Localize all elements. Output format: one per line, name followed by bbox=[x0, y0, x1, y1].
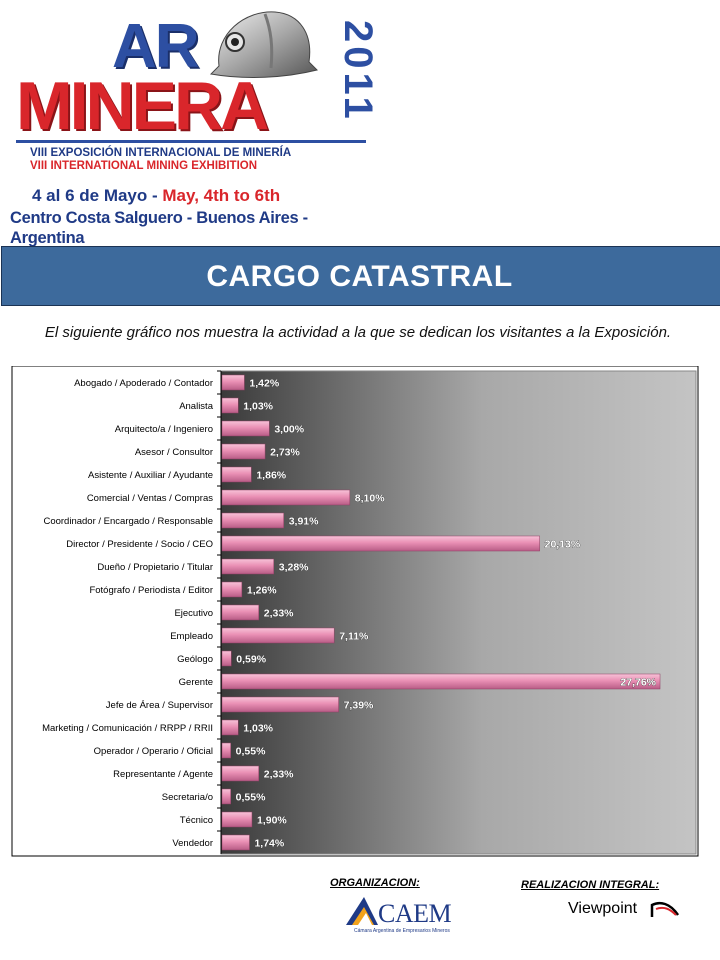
miner-helmet-icon bbox=[209, 11, 318, 78]
bar bbox=[221, 397, 239, 414]
category-label: Jefe de Área / Supervisor bbox=[106, 700, 213, 711]
viewpoint-logo: Viewpoint bbox=[568, 899, 688, 921]
realizacion-label: REALIZACION INTEGRAL: bbox=[521, 879, 660, 891]
value-label: 1,74% bbox=[254, 838, 284, 850]
viewpoint-swoosh-icon bbox=[650, 901, 680, 917]
category-label: Gerente bbox=[179, 677, 213, 688]
caem-name: CAEM bbox=[378, 899, 452, 928]
logo-year-text: 2011 bbox=[336, 20, 380, 123]
bar bbox=[221, 420, 270, 437]
logo-minera-text: MINERA bbox=[16, 68, 269, 144]
bar-chart: Abogado / Apoderado / Contador 1,42% Anali… bbox=[11, 366, 699, 857]
plot-area bbox=[220, 370, 697, 855]
intro-text: El siguiente gráfico nos muestra la acti… bbox=[44, 324, 672, 341]
bar bbox=[221, 489, 351, 506]
bar bbox=[221, 604, 260, 621]
value-label: 3,91% bbox=[289, 516, 319, 528]
category-label: Abogado / Apoderado / Contador bbox=[74, 378, 213, 389]
bar bbox=[221, 719, 239, 736]
logo-dates: 4 al 6 de Mayo - May, 4th to 6th bbox=[32, 186, 280, 206]
value-label: 2,73% bbox=[270, 447, 300, 459]
category-label: Arquitecto/a / Ingeniero bbox=[115, 424, 213, 435]
logo-divider bbox=[16, 140, 366, 143]
value-label: 27,76% bbox=[620, 677, 656, 689]
category-label: Ejecutivo bbox=[174, 608, 213, 619]
bar bbox=[221, 834, 250, 851]
bar bbox=[221, 512, 284, 529]
value-label: 1,26% bbox=[247, 585, 277, 597]
caem-logo: CAEM Cámara Argentina de Empresarios Min… bbox=[340, 893, 470, 941]
bar bbox=[221, 535, 540, 552]
value-label: 1,03% bbox=[243, 723, 273, 735]
category-label: Director / Presidente / Socio / CEO bbox=[66, 539, 213, 550]
category-label: Operador / Operario / Oficial bbox=[94, 746, 213, 757]
caem-subtitle: Cámara Argentina de Empresarios Mineros bbox=[354, 928, 450, 934]
value-label: 8,10% bbox=[355, 493, 385, 505]
bar bbox=[221, 558, 275, 575]
category-label: Vendedor bbox=[172, 838, 213, 849]
category-label: Asistente / Auxiliar / Ayudante bbox=[88, 470, 213, 481]
bar bbox=[221, 374, 245, 391]
title-banner bbox=[1, 246, 720, 306]
bar bbox=[221, 443, 266, 460]
value-label: 0,59% bbox=[236, 654, 266, 666]
value-label: 0,55% bbox=[236, 746, 266, 758]
viewpoint-name: Viewpoint bbox=[568, 900, 638, 917]
logo-ar-text: AR bbox=[112, 12, 200, 81]
category-label: Geólogo bbox=[177, 654, 213, 665]
logo-date-en: May, 4th to 6th bbox=[162, 186, 281, 205]
value-label: 1,90% bbox=[257, 815, 287, 827]
bar bbox=[221, 811, 253, 828]
bar bbox=[221, 742, 231, 759]
bar bbox=[221, 466, 252, 483]
category-label: Comercial / Ventas / Compras bbox=[87, 493, 213, 504]
ar-minera-logo: AR MINERA 2011 VIII EXPOSICIÓN INTERNACI… bbox=[0, 0, 380, 247]
bar bbox=[221, 788, 231, 805]
category-label: Coordinador / Encargado / Responsable bbox=[43, 516, 213, 527]
category-label: Representante / Agente bbox=[113, 769, 213, 780]
category-label: Dueño / Propietario / Titular bbox=[97, 562, 213, 573]
category-label: Técnico bbox=[180, 815, 213, 826]
logo-subtitle-en: VIII INTERNATIONAL MINING EXHIBITION bbox=[30, 160, 258, 172]
bar bbox=[221, 673, 661, 690]
value-label: 7,11% bbox=[339, 631, 369, 643]
value-label: 1,86% bbox=[256, 470, 286, 482]
value-label: 3,00% bbox=[274, 424, 304, 436]
organizacion-label: ORGANIZACION: bbox=[330, 877, 420, 889]
bar bbox=[221, 650, 232, 667]
value-label: 1,03% bbox=[243, 401, 273, 413]
value-label: 2,33% bbox=[264, 769, 294, 781]
value-label: 7,39% bbox=[344, 700, 374, 712]
logo-subtitle-es: VIII EXPOSICIÓN INTERNACIONAL DE MINERÍA bbox=[30, 147, 292, 159]
value-label: 1,42% bbox=[249, 378, 279, 390]
bar bbox=[221, 765, 260, 782]
category-label: Secretaria/o bbox=[162, 792, 213, 803]
caem-mountain-icon bbox=[346, 897, 378, 925]
value-label: 0,55% bbox=[236, 792, 266, 804]
value-label: 20,13% bbox=[545, 539, 581, 551]
category-label: Marketing / Comunicación / RRPP / RRII bbox=[42, 723, 213, 734]
category-label: Fotógrafo / Periodista / Editor bbox=[89, 585, 213, 596]
page-title: CARGO CATASTRAL bbox=[206, 260, 513, 293]
value-label: 3,28% bbox=[279, 562, 309, 574]
logo-date-es: 4 al 6 de Mayo - bbox=[32, 186, 163, 205]
category-label: Analista bbox=[179, 401, 214, 412]
bar bbox=[221, 627, 335, 644]
category-label: Asesor / Consultor bbox=[135, 447, 213, 458]
bar bbox=[221, 696, 339, 713]
value-label: 2,33% bbox=[264, 608, 294, 620]
logo-venue: Centro Costa Salguero - Buenos Aires - A… bbox=[10, 209, 308, 247]
bar bbox=[221, 581, 243, 598]
category-label: Empleado bbox=[170, 631, 213, 642]
